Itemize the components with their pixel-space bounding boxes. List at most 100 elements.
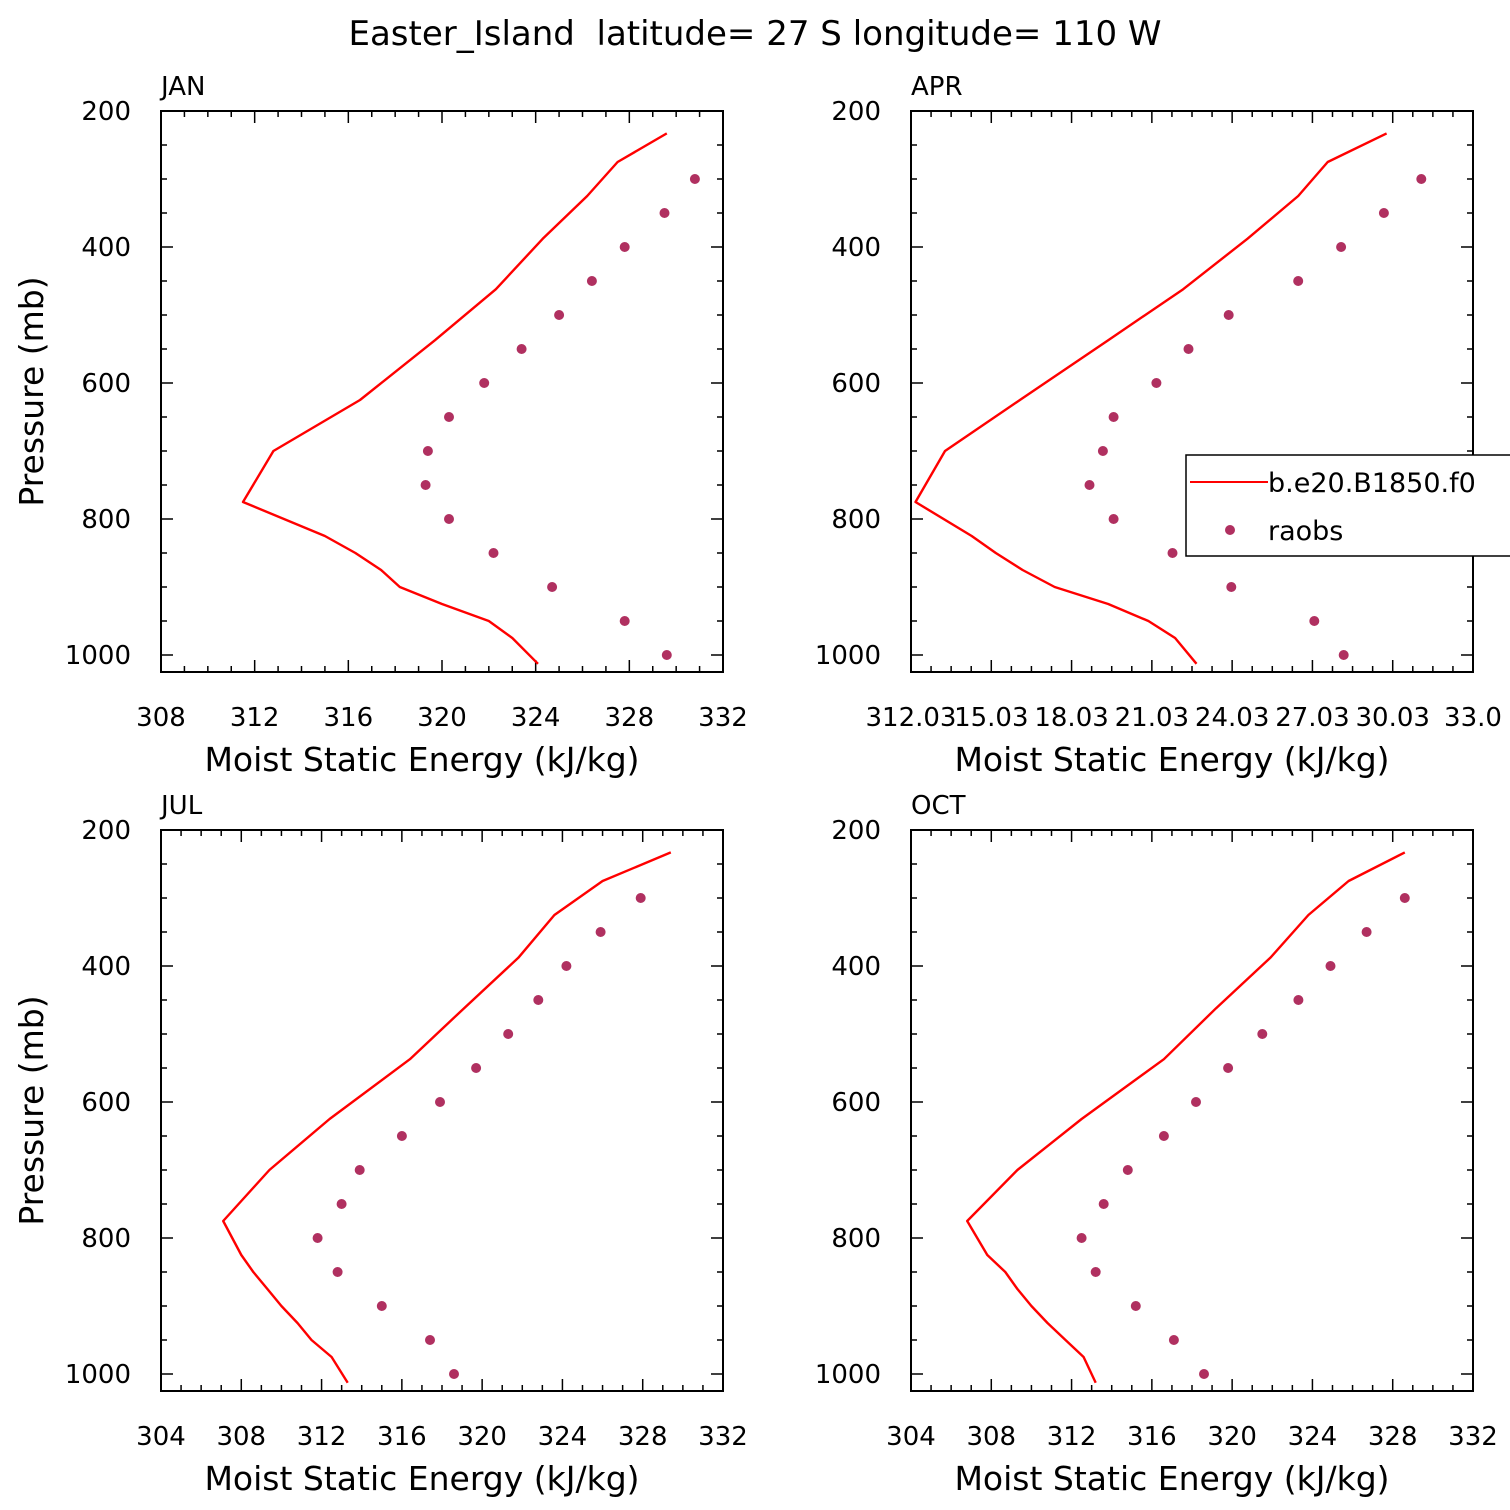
raobs-point bbox=[595, 927, 606, 937]
raobs-point bbox=[1122, 1165, 1133, 1175]
x-tick-label: 328 bbox=[618, 1422, 668, 1452]
legend-obs-label: raobs bbox=[1268, 516, 1343, 547]
y-tick-label: 400 bbox=[831, 233, 881, 263]
y-tick-label: 1000 bbox=[815, 1360, 881, 1390]
x-tick-label: 308 bbox=[136, 703, 186, 733]
legend-obs-dot bbox=[1225, 525, 1235, 535]
legend: b.e20.B1850.f0 raobs bbox=[1185, 454, 1510, 557]
raobs-point bbox=[1191, 1097, 1201, 1107]
raobs-point bbox=[425, 1335, 435, 1345]
y-tick-label: 1000 bbox=[65, 641, 131, 671]
raobs-point bbox=[1076, 1233, 1087, 1243]
raobs-point bbox=[1130, 1301, 1141, 1311]
panel-jul: 304 308 312 316 320 324 328 332 200 400 600 800 1000… bbox=[12, 791, 748, 1498]
model-profile-line bbox=[966, 851, 1406, 1384]
raobs-point bbox=[1336, 242, 1347, 252]
raobs-point bbox=[1325, 961, 1336, 971]
raobs-point bbox=[449, 1369, 459, 1379]
x-tick-label: 308 bbox=[966, 1422, 1016, 1452]
x-axis-label: Moist Static Energy (kJ/kg) bbox=[954, 1459, 1389, 1498]
y-axis-label: Pressure (mb) bbox=[12, 276, 51, 506]
raobs-point bbox=[1257, 1029, 1268, 1039]
raobs-point bbox=[354, 1165, 365, 1175]
raobs-point bbox=[1416, 174, 1427, 184]
x-tick-label: 21.03 bbox=[1115, 703, 1189, 733]
raobs-point bbox=[619, 242, 630, 252]
x-tick-label: 308 bbox=[216, 1422, 266, 1452]
panels: 308 312 316 320 324 328 332 200 400 600 800 1000 JAN… bbox=[12, 72, 1502, 1498]
raobs-point bbox=[1293, 995, 1304, 1005]
raobs-point bbox=[1338, 650, 1349, 660]
x-tick-label: 324 bbox=[1288, 1422, 1338, 1452]
raobs-point bbox=[1223, 1063, 1234, 1073]
raobs-point bbox=[516, 344, 527, 354]
raobs-point bbox=[1399, 893, 1410, 903]
raobs-point bbox=[435, 1097, 445, 1107]
figure-title: Easter_Island latitude= 27 S longitude= … bbox=[348, 14, 1161, 54]
panel-oct: 304 308 312 316 320 324 328 332 200 400 600 800 1000… bbox=[815, 791, 1498, 1498]
x-tick-label: 320 bbox=[1207, 1422, 1257, 1452]
raobs-point bbox=[1226, 582, 1237, 592]
x-axis-label: Moist Static Energy (kJ/kg) bbox=[204, 740, 639, 779]
raobs-point bbox=[312, 1233, 323, 1243]
raobs-point bbox=[1199, 1369, 1209, 1379]
raobs-point bbox=[1108, 412, 1119, 422]
x-tick-label: 30.03 bbox=[1355, 703, 1429, 733]
y-tick-label: 400 bbox=[831, 952, 881, 982]
y-tick-label: 1000 bbox=[65, 1360, 131, 1390]
x-tick-label: 304 bbox=[136, 1422, 186, 1452]
y-tick-label: 800 bbox=[831, 505, 881, 535]
raobs-point bbox=[547, 582, 558, 592]
panel-title: APR bbox=[911, 72, 963, 102]
y-tick-label: 400 bbox=[81, 952, 131, 982]
panel-title: JAN bbox=[159, 72, 205, 102]
raobs-point bbox=[1361, 927, 1372, 937]
raobs-point bbox=[635, 893, 646, 903]
raobs-point bbox=[1158, 1131, 1169, 1141]
x-tick-label: 332 bbox=[698, 703, 748, 733]
raobs-point bbox=[1223, 310, 1234, 320]
y-tick-label: 200 bbox=[81, 97, 131, 127]
y-tick-label: 600 bbox=[831, 369, 881, 399]
plot-frame bbox=[160, 829, 724, 1392]
legend-model-label: b.e20.B1850.f0 bbox=[1268, 468, 1476, 499]
model-profile-line bbox=[914, 132, 1388, 665]
x-axis-label: Moist Static Energy (kJ/kg) bbox=[204, 1459, 639, 1498]
x-tick-label: 27.03 bbox=[1275, 703, 1349, 733]
x-tick-label: 328 bbox=[605, 703, 655, 733]
x-tick-label: 18.03 bbox=[1034, 703, 1108, 733]
raobs-point bbox=[689, 174, 700, 184]
model-profile-line bbox=[221, 851, 672, 1384]
x-tick-label: 15.03 bbox=[954, 703, 1028, 733]
y-tick-label: 200 bbox=[831, 816, 881, 846]
raobs-point bbox=[420, 480, 431, 490]
y-tick-label: 400 bbox=[81, 233, 131, 263]
raobs-point bbox=[444, 514, 454, 524]
raobs-point bbox=[586, 276, 597, 286]
raobs-point bbox=[444, 412, 454, 422]
panel-title: OCT bbox=[911, 791, 966, 821]
plot-frame bbox=[160, 110, 724, 673]
raobs-point bbox=[376, 1301, 387, 1311]
raobs-point bbox=[1167, 548, 1178, 558]
x-tick-label: 324 bbox=[511, 703, 561, 733]
raobs-point bbox=[488, 548, 499, 558]
raobs-point bbox=[1108, 514, 1119, 524]
x-tick-label: 312 bbox=[1047, 1422, 1097, 1452]
raobs-point bbox=[1309, 616, 1320, 626]
panel-title: JUL bbox=[159, 791, 203, 821]
y-tick-label: 600 bbox=[81, 369, 131, 399]
x-tick-label: 312 bbox=[297, 1422, 347, 1452]
x-tick-label: 316 bbox=[324, 703, 374, 733]
y-tick-label: 800 bbox=[831, 1224, 881, 1254]
raobs-point bbox=[479, 378, 490, 388]
x-tick-label: 316 bbox=[1127, 1422, 1177, 1452]
raobs-point bbox=[422, 446, 433, 456]
plot-frame bbox=[910, 110, 1474, 673]
y-tick-label: 200 bbox=[81, 816, 131, 846]
panel-jan: 308 312 316 320 324 328 332 200 400 600 800 1000 JAN… bbox=[12, 72, 748, 779]
x-tick-label: 332 bbox=[698, 1422, 748, 1452]
raobs-point bbox=[1183, 344, 1194, 354]
